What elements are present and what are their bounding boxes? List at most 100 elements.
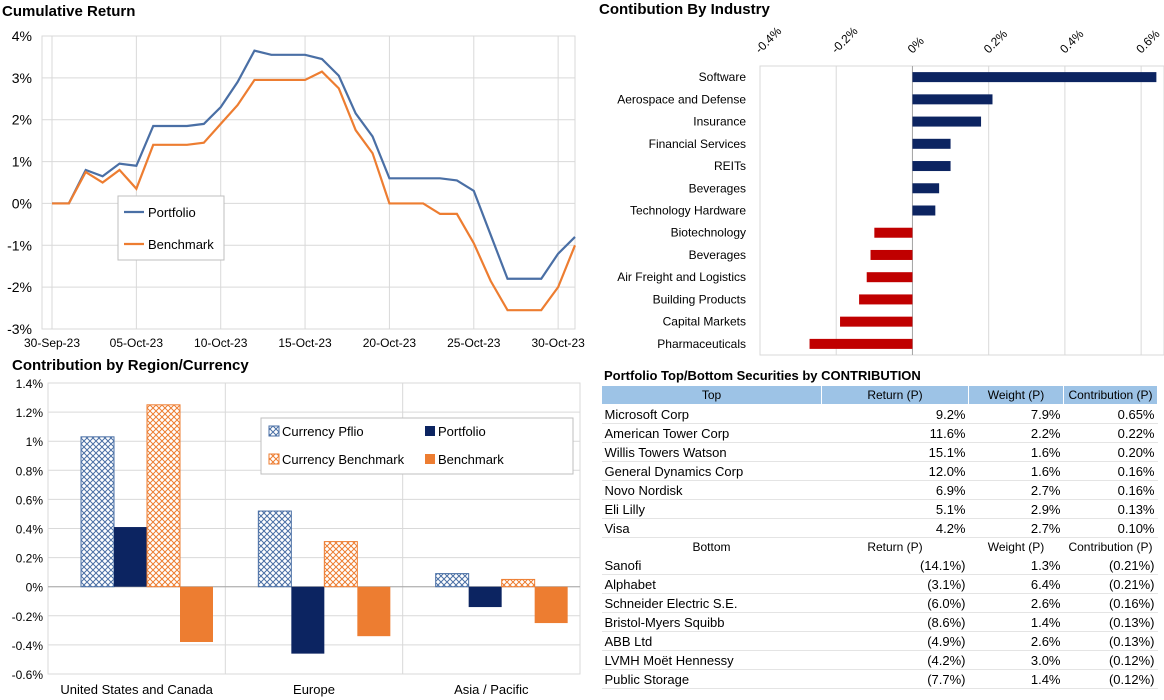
x-tick-label: 0.6% xyxy=(1133,27,1162,56)
x-tick-label: 15-Oct-23 xyxy=(278,336,332,350)
industry-bar xyxy=(912,205,936,216)
contribution-cell: 0.10% xyxy=(1063,518,1158,538)
region-bar xyxy=(534,586,568,624)
y-tick-label: 0.6% xyxy=(16,493,44,507)
series-line-portfolio xyxy=(52,49,576,280)
security-name-cell: American Tower Corp xyxy=(601,423,822,443)
contribution-cell: 0.20% xyxy=(1063,442,1158,462)
industry-bar xyxy=(912,72,1157,83)
x-tick-label: 30-Oct-23 xyxy=(531,336,585,350)
return-cell: (7.7%) xyxy=(821,669,969,689)
x-tick-label: 30-Sep-23 xyxy=(24,336,80,350)
contribution-cell: 0.22% xyxy=(1063,423,1158,443)
y-tick-label: -0.4% xyxy=(12,639,44,653)
region-bar xyxy=(146,404,181,588)
weight-cell: 1.4% xyxy=(968,612,1064,632)
return-cell: 15.1% xyxy=(821,442,969,462)
weight-cell: 1.4% xyxy=(968,669,1064,689)
category-label: Capital Markets xyxy=(663,315,746,329)
y-tick-label: 4% xyxy=(12,28,32,44)
region-bar xyxy=(257,510,292,588)
industry-bar xyxy=(866,272,913,283)
return-cell: 6.9% xyxy=(821,480,969,500)
contribution-cell: (0.21%) xyxy=(1063,574,1158,594)
x-tick-label: -0.2% xyxy=(828,24,860,56)
cumulative-return-title: Cumulative Return xyxy=(2,3,136,20)
weight-cell: 3.0% xyxy=(968,650,1064,670)
region-bar xyxy=(80,436,115,588)
return-cell: 5.1% xyxy=(821,499,969,519)
region-bar xyxy=(291,586,325,654)
table-row: Bristol-Myers Squibb (8.6%) 1.4% (0.13%) xyxy=(601,612,1158,632)
y-tick-label: 3% xyxy=(12,70,32,86)
contribution-cell: (0.16%) xyxy=(1063,593,1158,613)
category-label: Beverages xyxy=(689,248,746,262)
securities-table-title: Portfolio Top/Bottom Securities by CONTR… xyxy=(604,368,921,383)
y-tick-label: -1% xyxy=(7,237,32,253)
y-tick-label: 0% xyxy=(12,195,32,211)
industry-bar xyxy=(912,161,951,172)
contribution-cell: (0.12%) xyxy=(1063,669,1158,689)
bottom-header-row: Bottom Return (P) Weight (P) Contribution (… xyxy=(601,537,1158,556)
series-line-benchmark xyxy=(52,70,577,312)
contribution-cell: (0.13%) xyxy=(1063,612,1158,632)
table-row: American Tower Corp 11.6% 2.2% 0.22% xyxy=(601,423,1158,443)
security-name-cell: Novo Nordisk xyxy=(601,480,822,500)
industry-bar xyxy=(809,338,913,349)
security-name-cell: LVMH Moët Hennessy xyxy=(601,650,822,670)
weight-cell: 2.7% xyxy=(968,518,1064,538)
category-label: Pharmaceuticals xyxy=(657,337,746,351)
contribution-cell: 0.16% xyxy=(1063,480,1158,500)
region-bar xyxy=(114,527,147,587)
contribution-header-cell: Contribution (P) xyxy=(1063,537,1158,556)
table-row: Willis Towers Watson 15.1% 1.6% 0.20% xyxy=(601,442,1158,462)
y-tick-label: 0% xyxy=(26,581,44,595)
legend-label: Portfolio xyxy=(438,424,486,439)
security-name-cell: Alphabet xyxy=(601,574,822,594)
legend-swatch xyxy=(425,426,435,436)
category-label: Financial Services xyxy=(649,137,746,151)
industry-bar xyxy=(859,294,913,305)
legend-label: Currency Pflio xyxy=(282,424,364,439)
return-cell: (4.2%) xyxy=(821,650,969,670)
security-name-cell: Microsoft Corp xyxy=(601,404,822,424)
table-row: Novo Nordisk 6.9% 2.7% 0.16% xyxy=(601,480,1158,500)
plot-area xyxy=(41,35,576,330)
industry-contribution-title: Contibution By Industry xyxy=(599,1,770,18)
region-bar xyxy=(435,573,470,588)
contribution-cell: 0.16% xyxy=(1063,461,1158,481)
legend-label: Currency Benchmark xyxy=(282,452,405,467)
legend-label-benchmark: Benchmark xyxy=(148,237,214,252)
weight-cell: 6.4% xyxy=(968,574,1064,594)
security-name-cell: ABB Ltd xyxy=(601,631,822,651)
return-cell: 9.2% xyxy=(821,404,969,424)
weight-cell: 2.7% xyxy=(968,480,1064,500)
top-header-row: Top Return (P) Weight (P) Contribution (P) xyxy=(601,385,1158,405)
return-cell: 4.2% xyxy=(821,518,969,538)
y-tick-label: 0.4% xyxy=(16,523,44,537)
table-row: Schneider Electric S.E. (6.0%) 2.6% (0.16%) xyxy=(601,593,1158,613)
category-label: Biotechnology xyxy=(671,226,746,240)
return-cell: 11.6% xyxy=(821,423,969,443)
y-tick-label: -0.2% xyxy=(12,610,44,624)
region-bar xyxy=(501,578,536,588)
legend-swatch xyxy=(268,425,280,437)
security-name-cell: Eli Lilly xyxy=(601,499,822,519)
return-header-cell: Return (P) xyxy=(821,385,969,405)
weight-cell: 1.6% xyxy=(968,461,1064,481)
return-cell: (6.0%) xyxy=(821,593,969,613)
weight-cell: 2.9% xyxy=(968,499,1064,519)
return-cell: 12.0% xyxy=(821,461,969,481)
security-name-cell: Willis Towers Watson xyxy=(601,442,822,462)
y-tick-label: -3% xyxy=(7,321,32,337)
category-label: REITs xyxy=(714,159,746,173)
category-label: Building Products xyxy=(653,292,746,306)
legend-swatch xyxy=(425,454,435,464)
weight-cell: 2.6% xyxy=(968,631,1064,651)
industry-bar xyxy=(912,183,940,194)
category-label: Air Freight and Logistics xyxy=(617,270,746,284)
region-contribution-title: Contribution by Region/Currency xyxy=(12,357,249,374)
contribution-header-cell: Contribution (P) xyxy=(1063,385,1158,405)
table-row: ABB Ltd (4.9%) 2.6% (0.13%) xyxy=(601,631,1158,651)
table-row: Eli Lilly 5.1% 2.9% 0.13% xyxy=(601,499,1158,519)
